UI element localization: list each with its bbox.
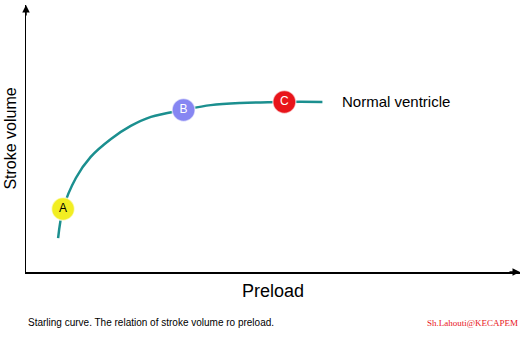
svg-text:Starling curve. The relation o: Starling curve. The relation of stroke v… [28, 317, 274, 328]
svg-text:Preload: Preload [242, 281, 304, 301]
svg-text:Sh.Lahouti@KECAPEM: Sh.Lahouti@KECAPEM [427, 318, 518, 328]
svg-text:C: C [280, 94, 289, 108]
svg-text:B: B [180, 102, 188, 116]
svg-text:Stroke volume: Stroke volume [2, 87, 19, 189]
svg-text:Normal ventricle: Normal ventricle [342, 93, 450, 110]
svg-text:A: A [59, 201, 67, 215]
